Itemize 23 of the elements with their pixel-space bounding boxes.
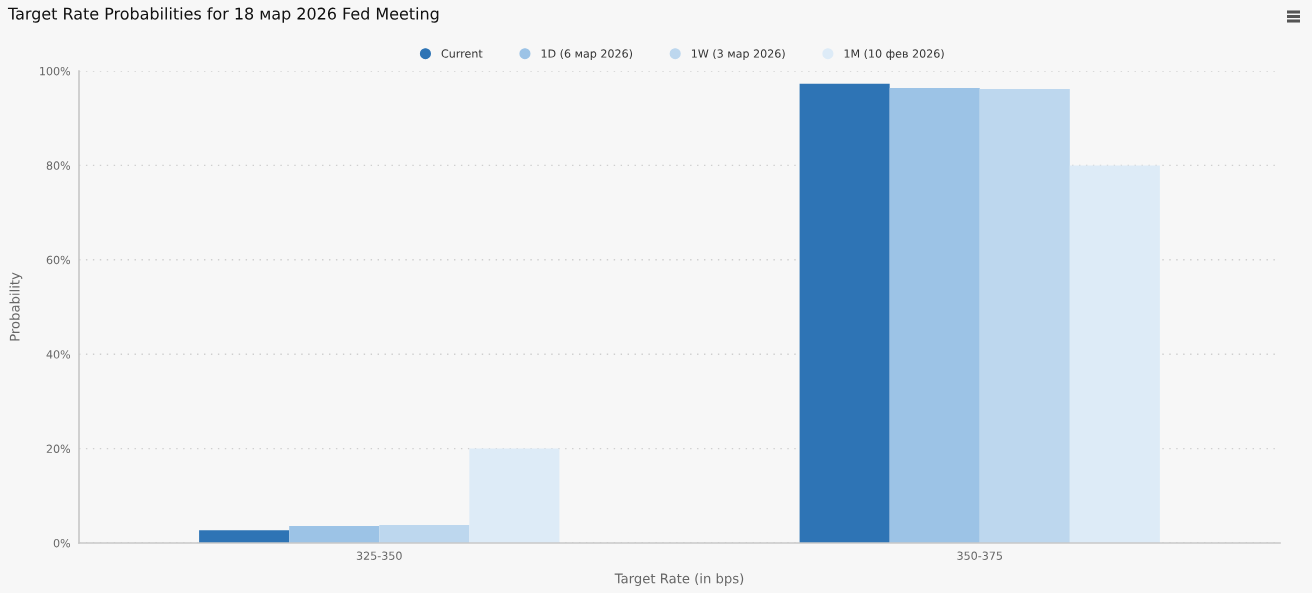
bar [979, 88, 1070, 543]
x-axis-title: Target Rate (in bps) [614, 573, 744, 586]
bar [889, 87, 980, 543]
x-tick-label: 325-350 [356, 551, 402, 560]
bar [199, 530, 290, 543]
bar [1069, 165, 1160, 543]
legend-label: 1M (10 фев 2026) [844, 49, 944, 60]
bar [379, 525, 470, 543]
legend-label: Current [441, 49, 483, 58]
legend-label: 1D (6 мар 2026) [541, 49, 633, 60]
legend-label: 1W (3 мар 2026) [691, 49, 785, 60]
y-tick-label: 40% [46, 350, 71, 359]
y-tick-label: 0% [53, 538, 71, 548]
chart-title: Target Rate Probabilities for 18 мар 2026 Fed Meeting [7, 7, 439, 23]
bar [799, 83, 890, 543]
y-tick-label: 100% [40, 66, 71, 76]
y-axis-title: Probability [9, 272, 23, 341]
x-tick-label: 350-375 [957, 551, 1002, 560]
y-tick-label: 80% [46, 161, 71, 170]
bar [469, 448, 560, 543]
y-tick-label: 60% [46, 255, 71, 265]
y-tick-label: 20% [46, 444, 71, 453]
bar [289, 526, 380, 543]
